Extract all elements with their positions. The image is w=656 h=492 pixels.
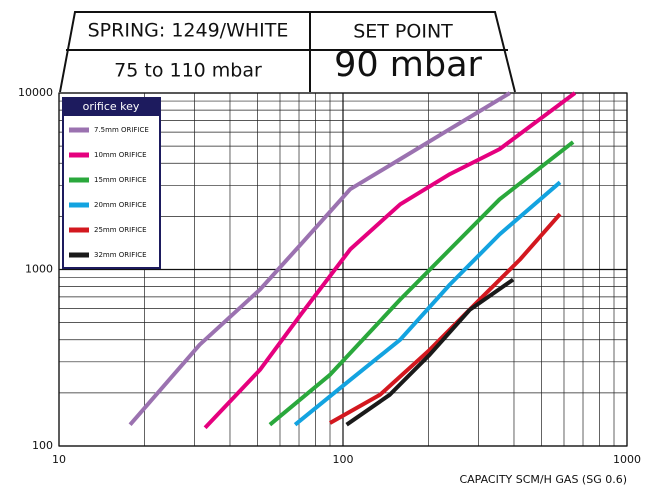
legend-label: 20mm ORIFICE [94, 201, 147, 209]
y-tick-label: 100 [32, 439, 53, 452]
range: 75 to 110 mbar [114, 60, 262, 82]
x-tick-label: 100 [333, 453, 354, 466]
legend-title: orifice key [83, 100, 140, 113]
x-axis-label: CAPACITY SCM/H GAS (SG 0.6) [459, 473, 627, 486]
y-tick-label: 10000 [18, 86, 53, 99]
series-line [203, 91, 577, 430]
legend-swatch [69, 152, 89, 158]
series-line [329, 212, 562, 425]
legend-swatch [69, 127, 89, 133]
legend-title-bg [63, 98, 160, 116]
spring: SPRING: 1249/WHITE [88, 20, 289, 42]
legend: orifice key 7.5mm ORIFICE 10mm ORIFICE 15mm… [62, 97, 161, 269]
x-tick-label: 10 [52, 453, 66, 466]
legend-swatch [69, 177, 89, 183]
legend-box [62, 97, 161, 269]
legend-swatch [69, 202, 89, 208]
header-box [59, 11, 516, 93]
set-point-label: SET POINT [353, 21, 453, 43]
series-line [268, 140, 575, 427]
set-point: 90 mbar [334, 45, 482, 85]
x-tick-label: 1000 [613, 453, 641, 466]
y-tick-label: 1000 [25, 263, 53, 276]
legend-label: 15mm ORIFICE [94, 176, 147, 184]
series-line [128, 91, 511, 427]
header: SPRING: 1249/WHITE 75 to 110 mbar SET PO… [59, 11, 516, 93]
legend-label: 10mm ORIFICE [94, 151, 147, 159]
legend-swatch [69, 227, 89, 233]
legend-label: 25mm ORIFICE [94, 226, 147, 234]
series-line [345, 277, 515, 427]
legend-label: 32mm ORIFICE [94, 251, 147, 259]
legend-swatch [69, 252, 89, 258]
plot-frame [58, 92, 628, 447]
legend-label: 7.5mm ORIFICE [94, 126, 149, 134]
series-line [293, 180, 562, 427]
